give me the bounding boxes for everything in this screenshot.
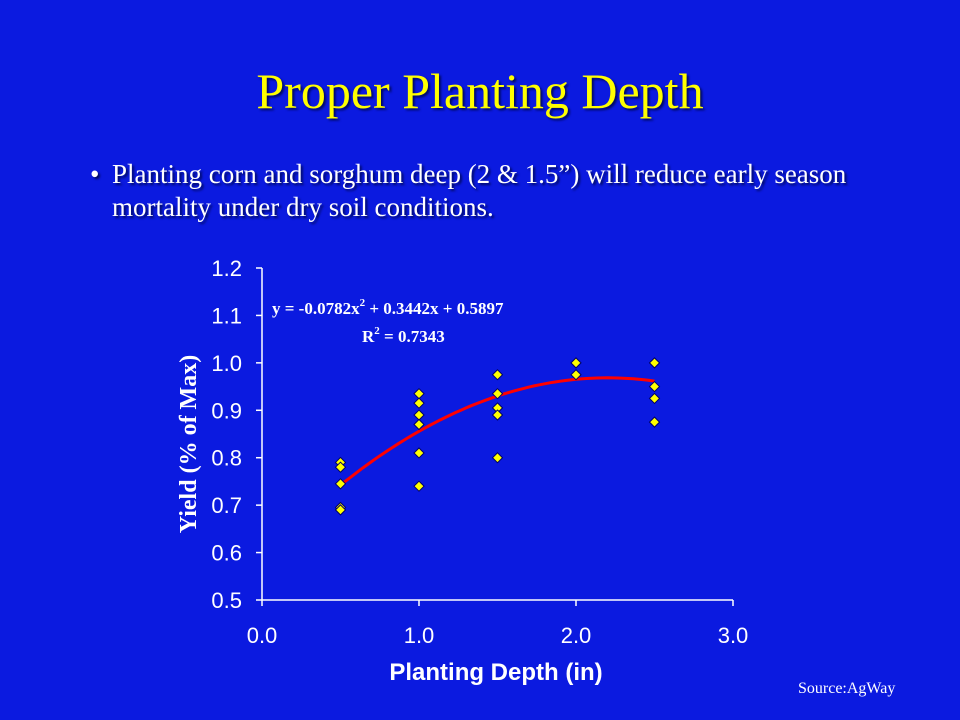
tick-labels: 0.5 0.6 0.7 0.8 0.9 1.0 1.1 1.2 0.0 1.0 2.0 3.0: [211, 256, 748, 648]
slide-title: Proper Planting Depth: [256, 63, 704, 119]
x-tick-label: 0.0: [247, 623, 278, 648]
x-axis-label: Planting Depth (in): [389, 659, 602, 686]
x-tick-label: 3.0: [718, 623, 749, 648]
data-point: [413, 387, 425, 400]
y-tick-label: 0.5: [211, 588, 242, 613]
r-squared-label: R2 = 0.7343: [362, 325, 445, 346]
x-tick-label: 2.0: [561, 623, 592, 648]
y-axis-label: Yield (% of Max): [176, 355, 202, 533]
data-point: [570, 369, 582, 381]
equation-exponent: 2: [360, 297, 366, 309]
r2-exponent: 2: [374, 325, 380, 337]
source-note: Source:AgWay: [798, 680, 896, 697]
data-point: [413, 418, 425, 431]
x-tick-label: 1.0: [404, 623, 435, 648]
data-point: [648, 357, 661, 369]
data-point: [334, 461, 347, 473]
data-point: [413, 480, 425, 492]
data-point: [491, 452, 504, 464]
data-point: [648, 392, 661, 405]
y-tick-label: 0.6: [211, 541, 242, 566]
y-tick-label: 1.0: [211, 351, 242, 376]
data-point: [334, 504, 347, 516]
equation-suffix: + 0.3442x + 0.5897: [365, 299, 504, 318]
y-tick-label: 1.1: [211, 303, 242, 328]
bullet-item: • Planting corn and sorghum deep (2 & 1.…: [90, 158, 910, 224]
y-tick-label: 0.7: [211, 493, 242, 518]
axes: [256, 267, 734, 606]
data-point: [413, 409, 425, 421]
equation-label: y = -0.0782x2 + 0.3442x + 0.5897: [272, 297, 504, 318]
bullet-dot: •: [90, 159, 100, 189]
data-point: [648, 416, 661, 428]
data-point: [491, 387, 504, 400]
data-markers: [334, 357, 661, 516]
bullet-text: Planting corn and sorghum deep (2 & 1.5”…: [112, 159, 847, 222]
y-tick-label: 0.8: [211, 446, 242, 471]
r2-suffix: = 0.7343: [380, 327, 445, 346]
data-point: [491, 409, 504, 421]
data-point: [491, 369, 504, 381]
data-point: [334, 478, 347, 490]
y-tick-label: 0.9: [211, 398, 242, 423]
data-point: [413, 447, 425, 459]
r2-prefix: R: [362, 327, 375, 346]
y-tick-label: 1.2: [211, 256, 242, 281]
data-point: [570, 357, 582, 369]
equation-prefix: y = -0.0782x: [272, 299, 360, 318]
data-point: [413, 397, 425, 409]
data-point: [648, 380, 661, 393]
